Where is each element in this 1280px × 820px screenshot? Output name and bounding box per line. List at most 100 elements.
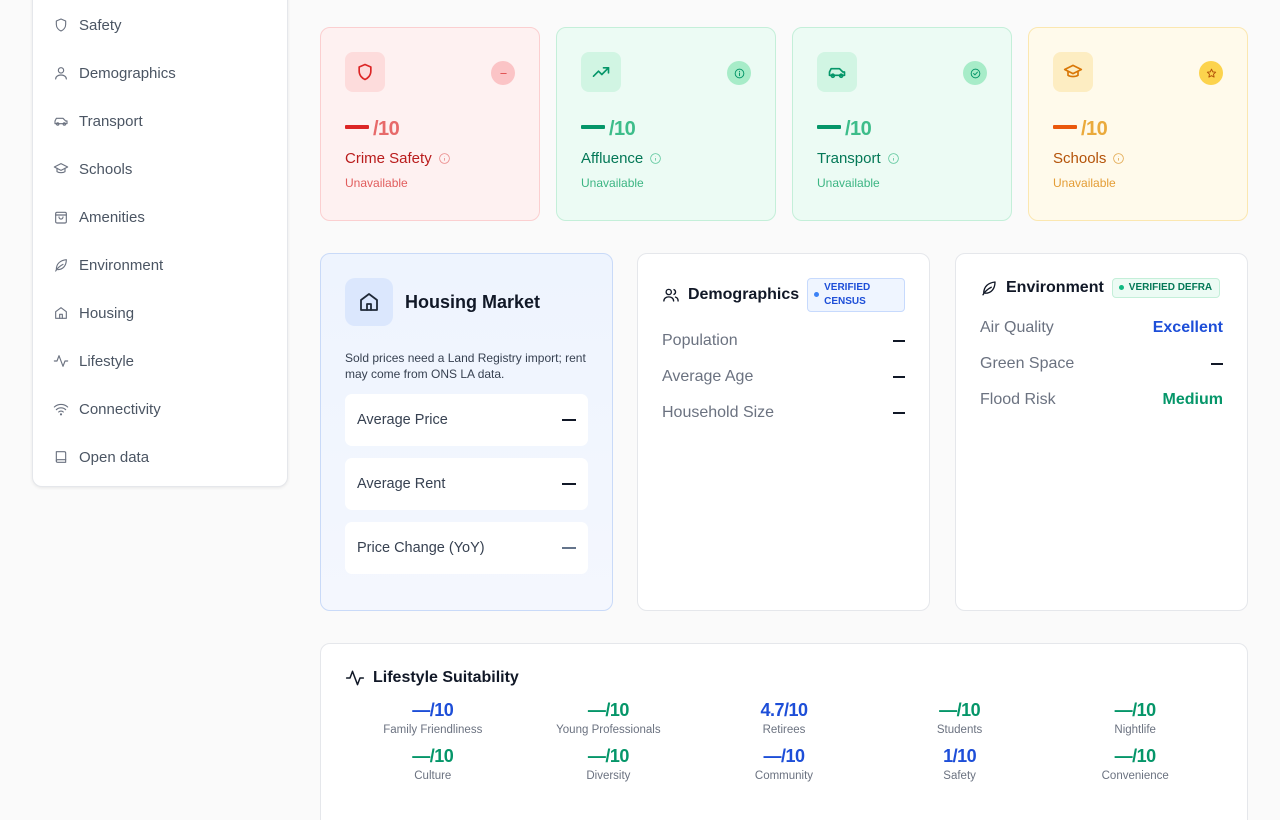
score-value: /10 (345, 118, 515, 141)
score-label: Affluence (581, 150, 751, 167)
sidebar-item-schools[interactable]: Schools (33, 145, 287, 193)
lifestyle-item: 4.7/10 Retirees (696, 700, 872, 736)
lifestyle-item: —/10 Diversity (521, 746, 697, 782)
empty-value-dash (562, 547, 576, 549)
sidebar-item-demographics[interactable]: Demographics (33, 49, 287, 97)
car-icon (54, 117, 68, 126)
demographics-rows: Population Average Age Household Size (662, 323, 905, 431)
shopping-bag-icon (55, 211, 67, 224)
info-icon[interactable] (887, 152, 900, 165)
lifestyle-label: Retirees (762, 724, 806, 736)
sidebar-item-label: Transport (79, 112, 143, 130)
row-label: Price Change (YoY) (357, 540, 485, 556)
sidebar: Safety Demographics Transport Schools Am… (32, 0, 288, 487)
score-value: /10 (581, 118, 751, 141)
leaf-icon (55, 259, 67, 272)
score-card-affluence[interactable]: /10 Affluence Unavailable (556, 27, 776, 221)
activity-icon (53, 355, 69, 367)
sidebar-item-label: Schools (79, 160, 133, 178)
sidebar-item-label: Environment (79, 256, 164, 274)
row-label: Average Rent (357, 476, 446, 492)
demographics-header: Demographics VERIFIED CENSUS (662, 278, 905, 312)
lifestyle-score: —/10 (939, 700, 981, 720)
housing-market-card: Housing Market Sold prices need a Land R… (320, 253, 613, 611)
card-icon-box (581, 52, 621, 92)
score-status: Unavailable (345, 176, 408, 190)
sidebar-item-transport[interactable]: Transport (33, 97, 287, 145)
score-card-transport[interactable]: /10 Transport Unavailable (792, 27, 1012, 221)
status-badge (727, 61, 751, 85)
verified-defra-badge: VERIFIED DEFRA (1111, 278, 1221, 298)
empty-value-dash (562, 483, 576, 485)
empty-value-dash (562, 419, 576, 421)
sidebar-item-label: Demographics (79, 64, 176, 82)
lifestyle-suitability-card: Lifestyle Suitability —/10 Family Friendl… (320, 643, 1248, 820)
lifestyle-item: —/10 Convenience (1047, 746, 1223, 782)
lifestyle-label: Community (754, 770, 814, 782)
row-label: Average Age (662, 368, 754, 385)
sidebar-item-amenities[interactable]: Amenities (33, 193, 287, 241)
trending-up-icon (592, 67, 610, 77)
housing-title: Housing Market (405, 291, 541, 312)
empty-value-dash (817, 125, 841, 129)
stat-row-population: Population (662, 323, 905, 359)
score-value: /10 (817, 118, 987, 141)
info-icon[interactable] (649, 152, 662, 165)
row-label: Household Size (662, 404, 775, 421)
demographics-card: Demographics VERIFIED CENSUS Population … (637, 253, 930, 611)
lifestyle-item: —/10 Culture (345, 746, 521, 782)
users-icon (663, 288, 679, 302)
score-label: Crime Safety (345, 150, 515, 167)
card-icon-box (817, 52, 857, 92)
lifestyle-score: 4.7/10 (760, 700, 808, 720)
score-status: Unavailable (581, 176, 644, 190)
score-card-schools[interactable]: /10 Schools Unavailable (1028, 27, 1248, 221)
shield-icon (55, 18, 67, 32)
score-suffix: /10 (373, 118, 400, 140)
home-icon (55, 307, 67, 319)
sidebar-item-housing[interactable]: Housing (33, 289, 287, 337)
sidebar-item-safety[interactable]: Safety (33, 1, 287, 49)
status-badge (1199, 61, 1223, 85)
graduation-cap-icon (1063, 64, 1083, 78)
lifestyle-label: Family Friendliness (383, 724, 483, 736)
verified-census-badge: VERIFIED CENSUS (807, 278, 905, 312)
home-icon (360, 293, 378, 311)
stat-row-household-size: Household Size (662, 395, 905, 431)
environment-header: Environment VERIFIED DEFRA (980, 278, 1223, 298)
sidebar-item-environment[interactable]: Environment (33, 241, 287, 289)
lifestyle-header: Lifestyle Suitability (345, 668, 1223, 688)
housing-header: Housing Market (345, 278, 588, 326)
lifestyle-label: Convenience (1101, 770, 1169, 782)
lifestyle-item: —/10 Students (872, 700, 1048, 736)
lifestyle-score: —/10 (587, 700, 630, 720)
stat-row-air-quality: Air Quality Excellent (980, 310, 1223, 346)
sidebar-item-label: Lifestyle (79, 352, 135, 370)
empty-value-dash (345, 125, 369, 129)
sidebar-item-label: Connectivity (79, 400, 161, 418)
sidebar-item-connectivity[interactable]: Connectivity (33, 385, 287, 433)
empty-value-dash (1211, 363, 1223, 365)
card-icon-box (1053, 52, 1093, 92)
row-label: Flood Risk (980, 391, 1056, 408)
row-label: Green Space (980, 355, 1075, 372)
graduation-cap-icon (53, 163, 69, 174)
lifestyle-label: Young Professionals (556, 724, 661, 736)
car-icon (828, 67, 846, 79)
sidebar-item-lifestyle[interactable]: Lifestyle (33, 337, 287, 385)
sidebar-item-open-data[interactable]: Open data (33, 433, 287, 481)
score-label-text: Crime Safety (345, 150, 432, 167)
score-status: Unavailable (817, 176, 880, 190)
lifestyle-title: Lifestyle Suitability (373, 669, 519, 686)
empty-value-dash (893, 340, 905, 342)
lifestyle-score: —/10 (763, 746, 805, 766)
lifestyle-item: —/10 Family Friendliness (345, 700, 521, 736)
sidebar-item-label: Open data (79, 448, 150, 466)
housing-row-average-price: Average Price (345, 394, 588, 446)
score-card-crime-safety[interactable]: /10 Crime Safety Unavailable (320, 27, 540, 221)
info-icon[interactable] (438, 152, 451, 165)
stat-row-green-space: Green Space (980, 346, 1223, 382)
info-icon[interactable] (1112, 152, 1125, 165)
score-label: Schools (1053, 150, 1223, 167)
minus-circle-icon (499, 72, 507, 74)
